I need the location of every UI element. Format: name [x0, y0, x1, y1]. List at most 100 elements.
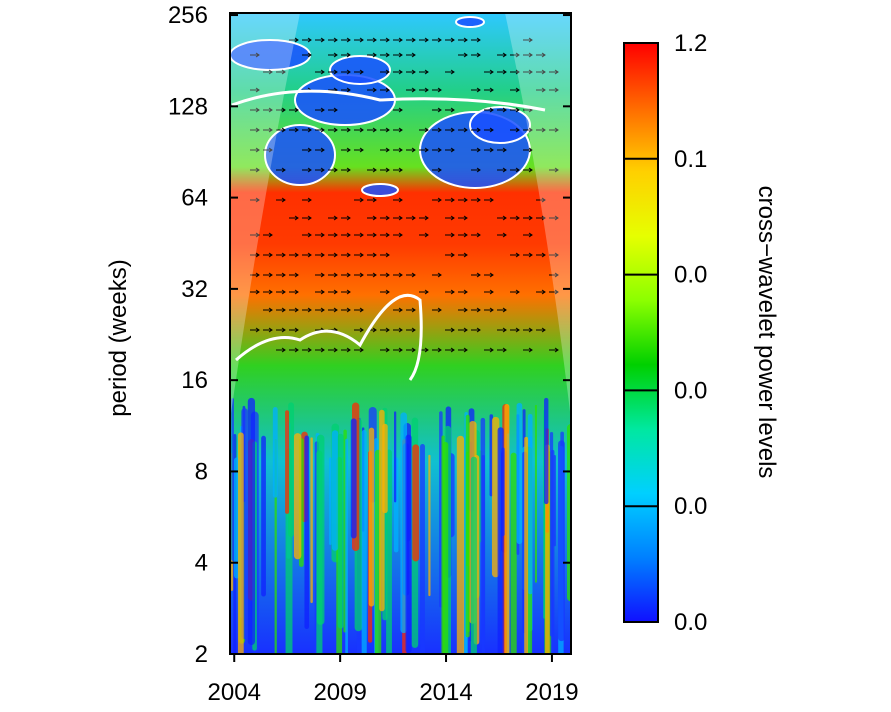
phase-arrow — [471, 52, 481, 58]
phase-arrow — [471, 87, 481, 93]
phase-arrow — [354, 307, 364, 313]
phase-arrow — [458, 232, 468, 238]
phase-arrow — [497, 147, 507, 153]
phase-arrow — [315, 69, 325, 75]
phase-arrow — [367, 215, 377, 221]
heatmap-streak — [491, 416, 500, 578]
phase-arrow — [315, 232, 325, 238]
phase-arrow — [536, 327, 546, 333]
phase-arrow — [458, 127, 468, 133]
phase-arrow — [549, 252, 559, 258]
heatmap-streak — [504, 404, 510, 654]
phase-arrow — [380, 167, 390, 173]
phase-arrow — [536, 215, 546, 221]
heatmap-streak — [361, 430, 367, 654]
phase-arrow — [445, 232, 455, 238]
phase-arrow — [536, 289, 546, 295]
phase-arrow — [276, 307, 286, 313]
phase-arrow — [484, 307, 494, 313]
phase-arrow — [380, 215, 390, 221]
phase-arrow — [380, 289, 390, 295]
phase-arrow — [393, 307, 403, 313]
cone-of-influence-right — [505, 13, 571, 420]
phase-arrow — [445, 69, 455, 75]
phase-arrow — [445, 289, 455, 295]
y-axis: 2 4 8 16 32 64 128 256 — [168, 2, 571, 668]
phase-arrow — [354, 197, 364, 203]
y-tick-label: 256 — [168, 2, 208, 29]
phase-arrow — [536, 52, 546, 58]
phase-arrow — [380, 52, 390, 58]
phase-arrow — [380, 232, 390, 238]
phase-arrow — [419, 37, 429, 43]
heatmap-streak — [382, 423, 388, 514]
phase-arrow — [328, 252, 338, 258]
phase-arrow — [276, 197, 286, 203]
phase-arrow — [406, 87, 416, 93]
phase-arrow — [380, 37, 390, 43]
phase-arrow — [497, 307, 507, 313]
phase-arrow — [523, 252, 533, 258]
phase-arrow — [471, 197, 481, 203]
phase-arrow — [302, 52, 312, 58]
phase-arrow — [510, 327, 520, 333]
phase-arrow — [484, 87, 494, 93]
phase-arrow — [393, 127, 403, 133]
phase-arrow — [276, 289, 286, 295]
phase-arrow — [484, 127, 494, 133]
heatmap-streak — [368, 427, 375, 607]
phase-arrow — [263, 252, 273, 258]
heatmap-streak — [456, 435, 465, 654]
phase-arrow — [341, 87, 351, 93]
heatmap-streak — [247, 397, 256, 645]
phase-arrow — [536, 127, 546, 133]
heatmap-streak — [524, 436, 529, 654]
phase-arrow — [263, 232, 273, 238]
phase-arrow — [484, 347, 494, 353]
phase-arrow — [276, 252, 286, 258]
phase-arrow — [510, 289, 520, 295]
phase-arrow — [484, 107, 494, 113]
phase-arrow — [484, 147, 494, 153]
phase-arrow — [302, 167, 312, 173]
phase-arrow — [341, 69, 351, 75]
phase-arrow — [445, 107, 455, 113]
y-tick-label: 4 — [195, 550, 208, 577]
phase-arrow — [328, 307, 338, 313]
phase-arrow — [302, 37, 312, 43]
phase-arrow — [432, 147, 442, 153]
heatmap-streak — [316, 434, 325, 625]
phase-arrow — [302, 215, 312, 221]
phase-arrow — [523, 347, 533, 353]
phase-arrow — [276, 107, 286, 113]
heatmap-streak — [394, 411, 397, 503]
phase-arrow — [445, 215, 455, 221]
phase-arrow — [510, 52, 520, 58]
heatmap-streak — [528, 436, 533, 595]
y-tick-label: 2 — [195, 641, 208, 668]
phase-arrow — [510, 107, 520, 113]
phase-arrow — [328, 37, 338, 43]
heatmap-streak — [329, 457, 332, 545]
x-tick-label: 2014 — [419, 679, 472, 706]
phase-arrow — [510, 127, 520, 133]
phase-arrow — [328, 107, 338, 113]
phase-arrow — [289, 289, 299, 295]
phase-arrow — [549, 347, 559, 353]
phase-arrow — [406, 52, 416, 58]
phase-arrow — [328, 69, 338, 75]
phase-arrow — [406, 215, 416, 221]
heatmap-streak — [470, 456, 477, 654]
phase-arrow — [471, 127, 481, 133]
phase-arrow — [510, 252, 520, 258]
phase-arrow — [432, 272, 442, 278]
phase-arrow — [445, 147, 455, 153]
phase-arrow — [432, 127, 442, 133]
phase-arrow — [289, 272, 299, 278]
phase-arrow — [302, 347, 312, 353]
phase-arrow — [276, 347, 286, 353]
phase-arrow — [523, 327, 533, 333]
heatmap-streak — [558, 440, 565, 642]
phase-arrow — [289, 107, 299, 113]
phase-arrow — [406, 69, 416, 75]
